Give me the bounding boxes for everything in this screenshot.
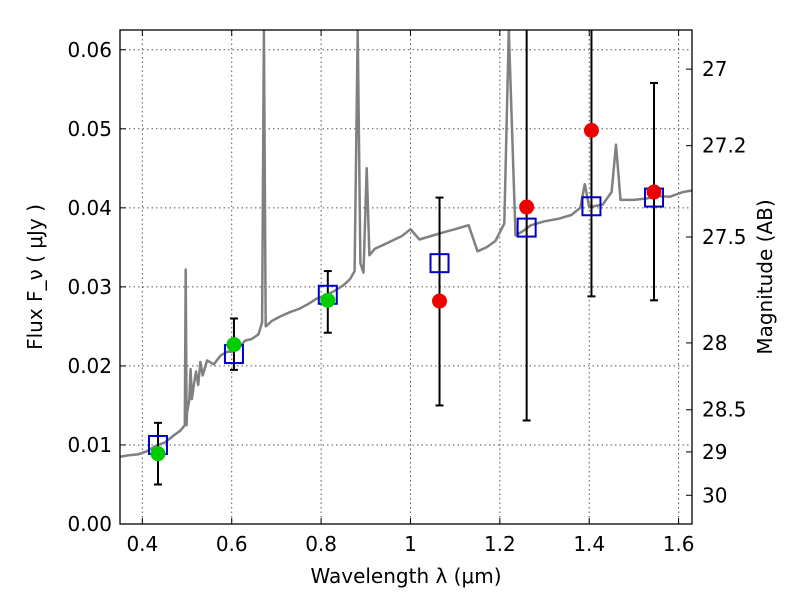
right-axis-title: Magnitude (AB) [753,199,777,354]
model-photometry-square [516,217,537,238]
x-tick-label: 1.4 [573,532,605,556]
x-tick-label: 1.6 [663,532,695,556]
x-tick-label: 0.8 [305,532,337,556]
right-tick-label: 30 [702,483,727,507]
x-tick-label: 0.6 [216,532,248,556]
y-tick-label: 0.06 [67,38,112,62]
x-tick-label: 1 [404,532,417,556]
y-tick-label: 0.05 [67,117,112,141]
observed-photometry-point [646,184,662,200]
right-tick-label: 28 [702,331,727,355]
plot-frame [119,29,693,525]
y-tick-label: 0.02 [67,354,112,378]
y-tick-label: 0.03 [67,275,112,299]
y-axis-title: Flux F_ν ( μJy ) [23,204,47,350]
observed-photometry-point [583,122,599,138]
y-tick-label: 0.00 [67,512,112,536]
model-photometry-square [429,253,450,274]
plot-area [120,30,692,486]
right-tick-label: 28.5 [702,398,747,422]
y-tick-label: 0.04 [67,196,112,220]
observed-photometry-point [150,446,166,462]
right-tick-label: 27.2 [702,134,747,158]
plot-data [120,30,692,486]
grid [120,30,692,525]
observed-photometry-point [519,199,535,215]
right-tick-label: 29 [702,440,727,464]
right-tick-label: 27.5 [702,225,747,249]
observed-photometry-point [320,292,336,308]
axes: 0.4 0.6 0.8 1 1.2 1.4 1.6 0.00 0.01 0.02 0.03 0.04 0… [67,30,747,556]
y-tick-label: 0.01 [67,433,112,457]
model-spectrum-line [120,30,692,459]
observed-photometry-point [432,293,448,309]
right-tick-label: 27 [702,57,727,81]
observed-photometry-point [226,337,242,353]
x-tick-label: 1.2 [484,532,516,556]
x-tick-label: 0.4 [126,532,158,556]
model-photometry-square [581,196,602,217]
x-axis-title: Wavelength λ (μm) [310,564,501,588]
